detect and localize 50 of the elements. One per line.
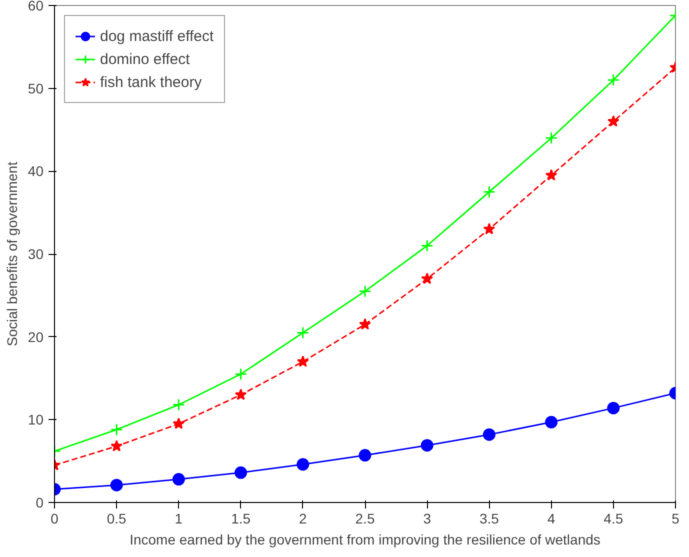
- point: [607, 402, 620, 414]
- point: [358, 449, 372, 462]
- y-tick-label: 50: [28, 80, 44, 96]
- point: [234, 388, 247, 400]
- point: [545, 132, 558, 144]
- point: [607, 74, 620, 86]
- legend-label: dog mastiff effect: [100, 28, 214, 44]
- point: [296, 326, 310, 339]
- point: [296, 355, 309, 367]
- point: [234, 466, 248, 479]
- x-tick-label: 4: [547, 510, 556, 526]
- x-tick-label: 5: [672, 510, 680, 526]
- point: [607, 115, 620, 127]
- x-tick-label: 0.5: [106, 510, 127, 526]
- point: [110, 478, 123, 492]
- legend-label: fish tank theory: [100, 74, 202, 90]
- point: [234, 368, 248, 380]
- y-axis-title: Social benefits of government: [4, 162, 20, 346]
- point: [359, 318, 371, 330]
- point: [545, 169, 558, 181]
- point: [110, 440, 123, 452]
- x-tick-label: 2.5: [355, 510, 375, 526]
- point: [420, 439, 434, 452]
- point: [545, 416, 558, 428]
- y-tick-label: 30: [28, 246, 44, 262]
- y-tick-label: 20: [28, 328, 44, 345]
- x-tick-label: 3.5: [479, 510, 500, 526]
- x-tick-label: 3: [423, 510, 432, 526]
- point: [421, 272, 434, 284]
- y-tick-label: 40: [28, 163, 44, 180]
- x-tick-label: 1: [174, 510, 183, 526]
- point: [296, 458, 310, 471]
- point: [172, 398, 185, 412]
- point: [483, 222, 496, 234]
- y-tick-label: 10: [28, 412, 44, 428]
- y-tick-label: 0: [36, 494, 44, 510]
- point: [172, 418, 185, 430]
- x-tick-label: 0: [50, 510, 59, 526]
- point: [110, 423, 123, 436]
- point: [482, 186, 496, 198]
- point: [420, 239, 434, 252]
- x-tick-label: 2: [299, 510, 308, 526]
- y-tick-label: 60: [28, 0, 44, 14]
- x-tick-label: 1.5: [231, 510, 251, 526]
- x-axis-title: Income earned by the government from improving the resilience of wetlands: [130, 532, 600, 548]
- point: [358, 285, 372, 298]
- x-tick-label: 4.5: [604, 510, 624, 526]
- legend-label: domino effect: [100, 50, 190, 68]
- point: [482, 428, 496, 441]
- point: [172, 473, 185, 486]
